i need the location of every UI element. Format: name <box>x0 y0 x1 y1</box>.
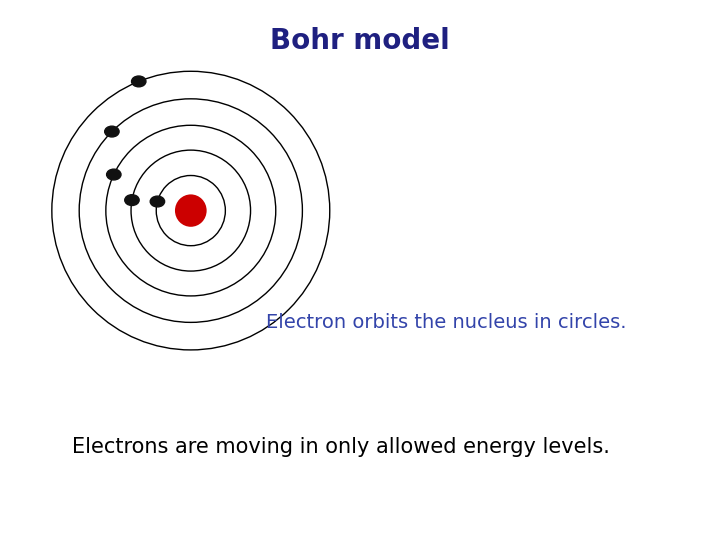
Circle shape <box>107 169 121 180</box>
Circle shape <box>132 76 146 87</box>
Text: Electrons are moving in only allowed energy levels.: Electrons are moving in only allowed ene… <box>72 437 610 457</box>
Circle shape <box>125 195 139 206</box>
Ellipse shape <box>175 194 207 227</box>
Circle shape <box>150 196 165 207</box>
Text: Electron orbits the nucleus in circles.: Electron orbits the nucleus in circles. <box>266 313 626 332</box>
Circle shape <box>104 126 119 137</box>
Text: Bohr model: Bohr model <box>270 27 450 55</box>
